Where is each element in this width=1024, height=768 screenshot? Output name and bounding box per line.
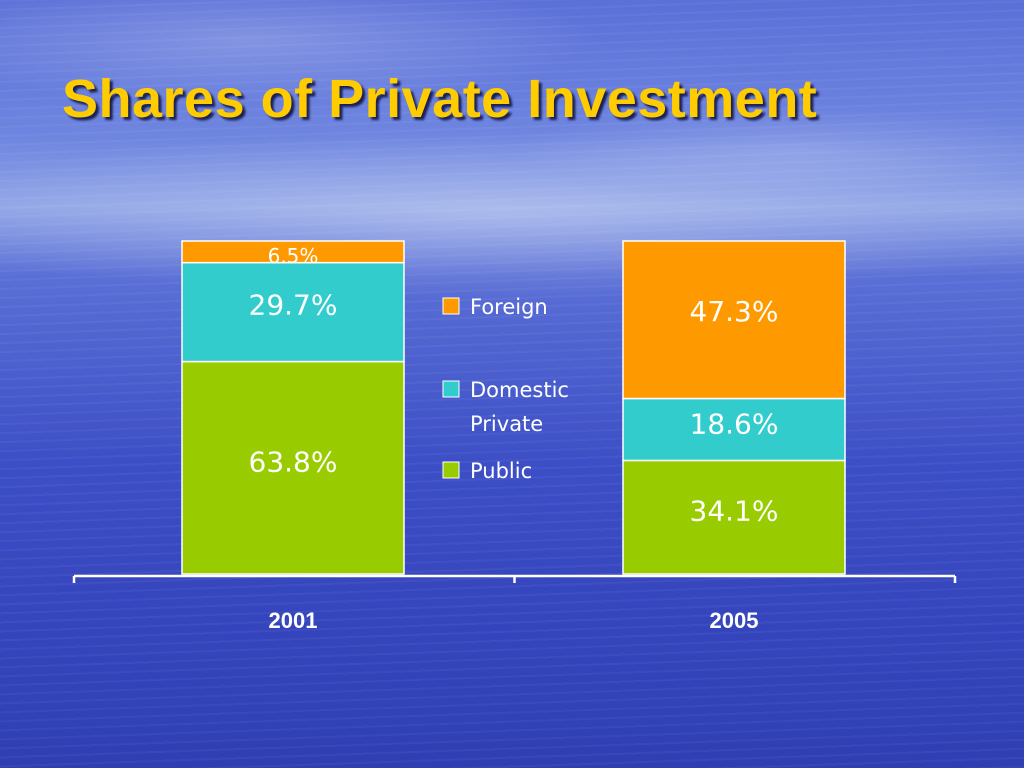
bars-layer: 63.8% 29.7% 6.5% 34.1% 18.6% 47.3% [181, 240, 846, 575]
legend-swatch-foreign [442, 297, 460, 315]
legend-label-domestic-private: Private [470, 412, 543, 436]
legend-swatch-domestic-private [442, 380, 460, 398]
legend: Foreign Domestic Private Public [442, 295, 569, 483]
data-label-domestic-private-2001: 29.7% [249, 289, 338, 322]
legend-label-foreign: Foreign [470, 295, 548, 319]
data-label-public-2005: 34.1% [690, 494, 779, 527]
bar-public-2005 [622, 459, 846, 575]
bar-foreign-2001 [181, 240, 405, 264]
data-label-domestic-private-2005: 18.6% [690, 408, 779, 441]
legend-label-domestic-private: Domestic [470, 378, 569, 402]
data-label-foreign-2001: 6.5% [268, 244, 319, 268]
legend-swatch-public [442, 461, 460, 479]
data-label-foreign-2005: 47.3% [690, 295, 779, 328]
legend-label-public: Public [470, 459, 532, 483]
bar-foreign-2005 [622, 240, 846, 400]
x-tick-label-2001: 2001 [269, 608, 318, 633]
slide-title: Shares of Private Investment [62, 69, 818, 129]
data-label-public-2001: 63.8% [249, 446, 338, 479]
bar-public-2001 [181, 360, 405, 575]
x-tick-label-2005: 2005 [710, 608, 759, 633]
x-axis: 2001 2005 [72, 574, 957, 633]
